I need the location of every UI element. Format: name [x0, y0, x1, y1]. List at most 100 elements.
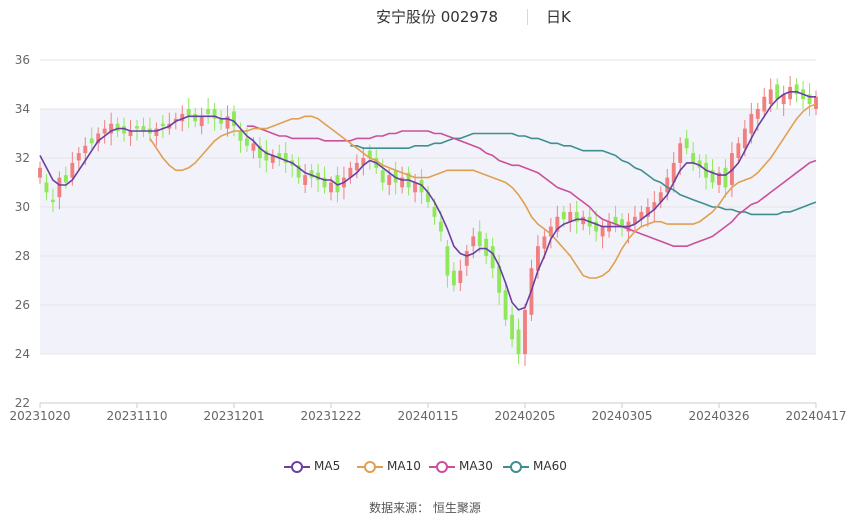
legend-label-ma30: MA30 [459, 459, 493, 473]
y-tick-label: 30 [15, 200, 30, 214]
candle-body [380, 170, 385, 183]
candle-body [199, 116, 204, 127]
candle-body [516, 329, 521, 354]
candle-body [445, 246, 450, 276]
candle-body [639, 211, 644, 220]
y-tick-label: 22 [15, 396, 30, 410]
candle-body [613, 216, 618, 225]
x-tick-label: 20231110 [106, 409, 167, 423]
candle-body [477, 231, 482, 247]
candle-body [83, 145, 88, 154]
candle-body [691, 153, 696, 163]
candle-body [645, 207, 650, 217]
candle-body [542, 236, 547, 249]
candle-body [762, 96, 767, 112]
candle-body [413, 182, 418, 193]
candle-body [63, 175, 68, 183]
candle-body [574, 211, 579, 222]
candle-body [768, 89, 773, 105]
candle-body [89, 138, 94, 144]
candle-body [38, 167, 42, 178]
candle-body [742, 128, 747, 149]
title-separator [527, 9, 528, 25]
candle-body [723, 167, 728, 188]
candle-body [206, 109, 211, 114]
candle-body [471, 236, 476, 247]
candle-body [186, 109, 191, 117]
candle-body [238, 131, 243, 141]
candle-body [781, 94, 786, 105]
candle-body [277, 153, 282, 158]
candle-body [814, 96, 818, 109]
candle-body [788, 86, 793, 100]
candle-body [251, 143, 256, 151]
candle-body [102, 128, 107, 134]
candle-body [658, 192, 663, 203]
series-line-ma30 [246, 125, 817, 247]
candle-body [426, 192, 430, 203]
candle-body [96, 133, 101, 144]
legend-label-ma10: MA10 [387, 459, 421, 473]
y-tick-label: 28 [15, 249, 30, 263]
candle-body [432, 207, 437, 217]
candle-body [710, 170, 715, 183]
data-source: 数据来源： 恒生聚源 [0, 499, 850, 516]
candle-body [354, 162, 359, 171]
candle-body [671, 162, 676, 183]
candle-body [484, 238, 489, 256]
candle-body [794, 84, 799, 95]
y-tick-label: 32 [15, 151, 30, 165]
candle-body [438, 221, 443, 232]
candle-body [57, 177, 62, 198]
candle-body [749, 113, 754, 134]
series-line-ma10 [149, 103, 817, 279]
chart-title: 安宁股份 002978 [376, 8, 499, 26]
candle-body [244, 138, 249, 146]
candle-body [316, 172, 321, 181]
candle-body [393, 170, 398, 183]
candle-body [807, 94, 812, 105]
candle-body [257, 145, 262, 158]
candle-body [361, 158, 366, 166]
candle-body [212, 109, 217, 119]
candle-body [335, 175, 340, 193]
candle-body [225, 116, 230, 129]
candle-body [561, 211, 566, 220]
candle-body [458, 270, 463, 283]
candle-body [665, 177, 670, 193]
candle-body [581, 216, 586, 225]
title-row: 安宁股份 002978 日K [0, 6, 850, 28]
candle-body [70, 162, 75, 178]
x-tick-label: 20231222 [300, 409, 361, 423]
legend-label-ma60: MA60 [533, 459, 567, 473]
candle-body [684, 138, 689, 149]
candle-body [497, 265, 502, 293]
legend-marker-ma5 [284, 461, 310, 473]
candle-body [652, 202, 657, 210]
candle-body [387, 175, 392, 185]
y-tick-label: 26 [15, 298, 30, 312]
chart-legend: MA5 MA10 MA30 MA60 [0, 458, 850, 478]
candle-body [173, 118, 178, 122]
candle-body [296, 165, 301, 178]
candle-body [283, 153, 288, 163]
x-tick-label: 20240205 [494, 409, 555, 423]
candle-body [729, 153, 734, 185]
period-label: 日K [546, 8, 571, 26]
candle-body [115, 123, 120, 132]
y-tick-label: 36 [15, 53, 30, 67]
candle-body [736, 143, 741, 158]
candle-body [264, 150, 269, 161]
candle-body [348, 167, 353, 178]
candle-body [464, 251, 469, 266]
candle-body [122, 126, 127, 134]
legend-marker-ma30 [429, 461, 455, 473]
candle-body [678, 143, 683, 163]
candle-body [367, 150, 372, 158]
candle-body [620, 219, 624, 227]
candle-body [535, 246, 540, 271]
candle-body [548, 226, 553, 237]
candle-body [594, 221, 599, 232]
legend-label-ma5: MA5 [314, 459, 341, 473]
